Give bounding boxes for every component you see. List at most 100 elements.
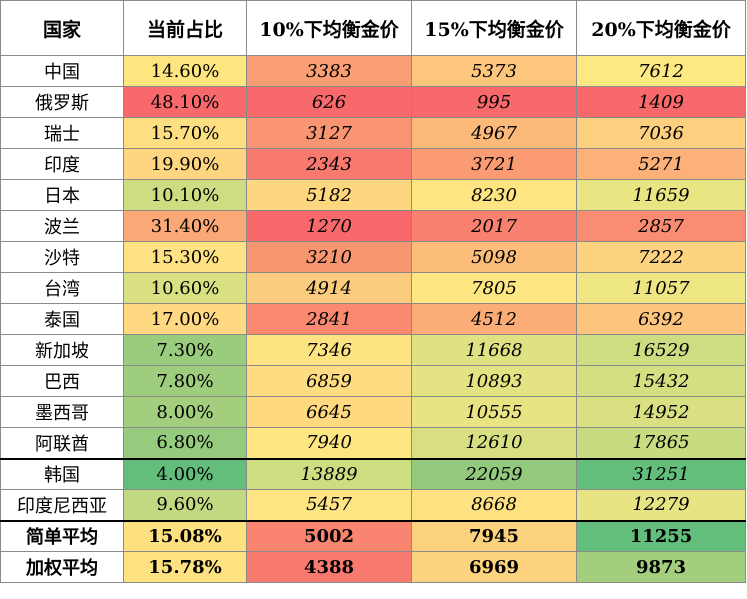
price-10-cell: 5457 <box>246 489 412 521</box>
price-15-cell: 8230 <box>411 179 577 211</box>
share-cell: 15.30% <box>123 241 247 273</box>
share-cell: 15.70% <box>123 117 247 149</box>
price-15-cell: 6969 <box>411 551 577 583</box>
country-cell: 巴西 <box>0 365 124 397</box>
price-15-cell: 10555 <box>411 396 577 428</box>
price-20-cell: 6392 <box>576 303 746 335</box>
price-15-cell: 5098 <box>411 241 577 273</box>
price-20-cell: 7222 <box>576 241 746 273</box>
country-cell: 日本 <box>0 179 124 211</box>
price-15-cell: 7945 <box>411 519 577 552</box>
table-row: 巴西 7.80% 6859 10893 15432 <box>0 365 746 397</box>
share-cell: 8.00% <box>123 396 247 428</box>
price-15-cell: 4512 <box>411 303 577 335</box>
price-20-cell: 17865 <box>576 427 746 459</box>
price-20-cell: 11255 <box>576 519 746 552</box>
country-cell: 印度 <box>0 148 124 180</box>
price-20-cell: 7036 <box>576 117 746 149</box>
header-price-15: 15%下均衡金价 <box>411 0 577 56</box>
price-10-cell: 7940 <box>246 427 412 459</box>
header-share: 当前占比 <box>123 0 247 56</box>
country-cell: 沙特 <box>0 241 124 273</box>
price-10-cell: 3210 <box>246 241 412 273</box>
price-10-cell: 2841 <box>246 303 412 335</box>
price-20-cell: 15432 <box>576 365 746 397</box>
price-10-cell: 626 <box>246 86 412 118</box>
country-cell: 台湾 <box>0 272 124 304</box>
table-body: 中国 14.60% 3383 5373 7612 俄罗斯 48.10% 626 995 1409 瑞… <box>0 55 746 583</box>
price-10-cell: 4388 <box>246 551 412 583</box>
table-row: 瑞士 15.70% 3127 4967 7036 <box>0 117 746 149</box>
country-cell: 泰国 <box>0 303 124 335</box>
table-row: 波兰 31.40% 1270 2017 2857 <box>0 210 746 242</box>
header-price-20: 20%下均衡金价 <box>576 0 746 56</box>
table-row: 阿联酋 6.80% 7940 12610 17865 <box>0 427 746 459</box>
price-10-cell: 1270 <box>246 210 412 242</box>
share-cell: 14.60% <box>123 55 247 87</box>
share-cell: 48.10% <box>123 86 247 118</box>
price-10-cell: 2343 <box>246 148 412 180</box>
share-cell: 19.90% <box>123 148 247 180</box>
table-row: 新加坡 7.30% 7346 11668 16529 <box>0 334 746 366</box>
country-cell: 新加坡 <box>0 334 124 366</box>
price-20-cell: 1409 <box>576 86 746 118</box>
share-cell: 4.00% <box>123 457 247 490</box>
gold-price-table: 国家 当前占比 10%下均衡金价 15%下均衡金价 20%下均衡金价 中国 14.… <box>0 0 746 583</box>
price-10-cell: 3383 <box>246 55 412 87</box>
price-20-cell: 11659 <box>576 179 746 211</box>
price-15-cell: 995 <box>411 86 577 118</box>
share-cell: 10.10% <box>123 179 247 211</box>
country-cell: 俄罗斯 <box>0 86 124 118</box>
price-15-cell: 11668 <box>411 334 577 366</box>
price-10-cell: 7346 <box>246 334 412 366</box>
price-15-cell: 4967 <box>411 117 577 149</box>
share-cell: 15.78% <box>123 551 247 583</box>
price-15-cell: 22059 <box>411 457 577 490</box>
price-10-cell: 5002 <box>246 519 412 552</box>
price-20-cell: 16529 <box>576 334 746 366</box>
price-15-cell: 3721 <box>411 148 577 180</box>
price-15-cell: 7805 <box>411 272 577 304</box>
price-20-cell: 2857 <box>576 210 746 242</box>
price-20-cell: 5271 <box>576 148 746 180</box>
price-10-cell: 4914 <box>246 272 412 304</box>
table-row: 墨西哥 8.00% 6645 10555 14952 <box>0 396 746 428</box>
share-cell: 15.08% <box>123 519 247 552</box>
price-10-cell: 13889 <box>246 457 412 490</box>
country-cell: 中国 <box>0 55 124 87</box>
price-15-cell: 12610 <box>411 427 577 459</box>
table-row: 泰国 17.00% 2841 4512 6392 <box>0 303 746 335</box>
table-row: 印度 19.90% 2343 3721 5271 <box>0 148 746 180</box>
country-cell: 阿联酋 <box>0 427 124 459</box>
share-cell: 31.40% <box>123 210 247 242</box>
country-cell: 墨西哥 <box>0 396 124 428</box>
price-10-cell: 6645 <box>246 396 412 428</box>
table-row: 沙特 15.30% 3210 5098 7222 <box>0 241 746 273</box>
country-cell: 韩国 <box>0 457 124 490</box>
country-cell: 印度尼西亚 <box>0 489 124 521</box>
share-cell: 7.80% <box>123 365 247 397</box>
table-row: 韩国 4.00% 13889 22059 31251 <box>0 457 746 490</box>
table-row: 中国 14.60% 3383 5373 7612 <box>0 55 746 87</box>
table-row: 印度尼西亚 9.60% 5457 8668 12279 <box>0 489 746 521</box>
table-row: 俄罗斯 48.10% 626 995 1409 <box>0 86 746 118</box>
price-20-cell: 9873 <box>576 551 746 583</box>
country-cell: 瑞士 <box>0 117 124 149</box>
share-cell: 9.60% <box>123 489 247 521</box>
summary-row: 简单平均 15.08% 5002 7945 11255 <box>0 519 746 552</box>
price-15-cell: 10893 <box>411 365 577 397</box>
table-row: 台湾 10.60% 4914 7805 11057 <box>0 272 746 304</box>
country-cell: 加权平均 <box>0 551 124 583</box>
summary-row: 加权平均 15.78% 4388 6969 9873 <box>0 551 746 583</box>
country-cell: 波兰 <box>0 210 124 242</box>
price-20-cell: 11057 <box>576 272 746 304</box>
price-10-cell: 5182 <box>246 179 412 211</box>
share-cell: 10.60% <box>123 272 247 304</box>
header-row: 国家 当前占比 10%下均衡金价 15%下均衡金价 20%下均衡金价 <box>0 0 746 56</box>
price-15-cell: 8668 <box>411 489 577 521</box>
header-price-10: 10%下均衡金价 <box>246 0 412 56</box>
share-cell: 6.80% <box>123 427 247 459</box>
table-row: 日本 10.10% 5182 8230 11659 <box>0 179 746 211</box>
price-20-cell: 12279 <box>576 489 746 521</box>
price-20-cell: 14952 <box>576 396 746 428</box>
